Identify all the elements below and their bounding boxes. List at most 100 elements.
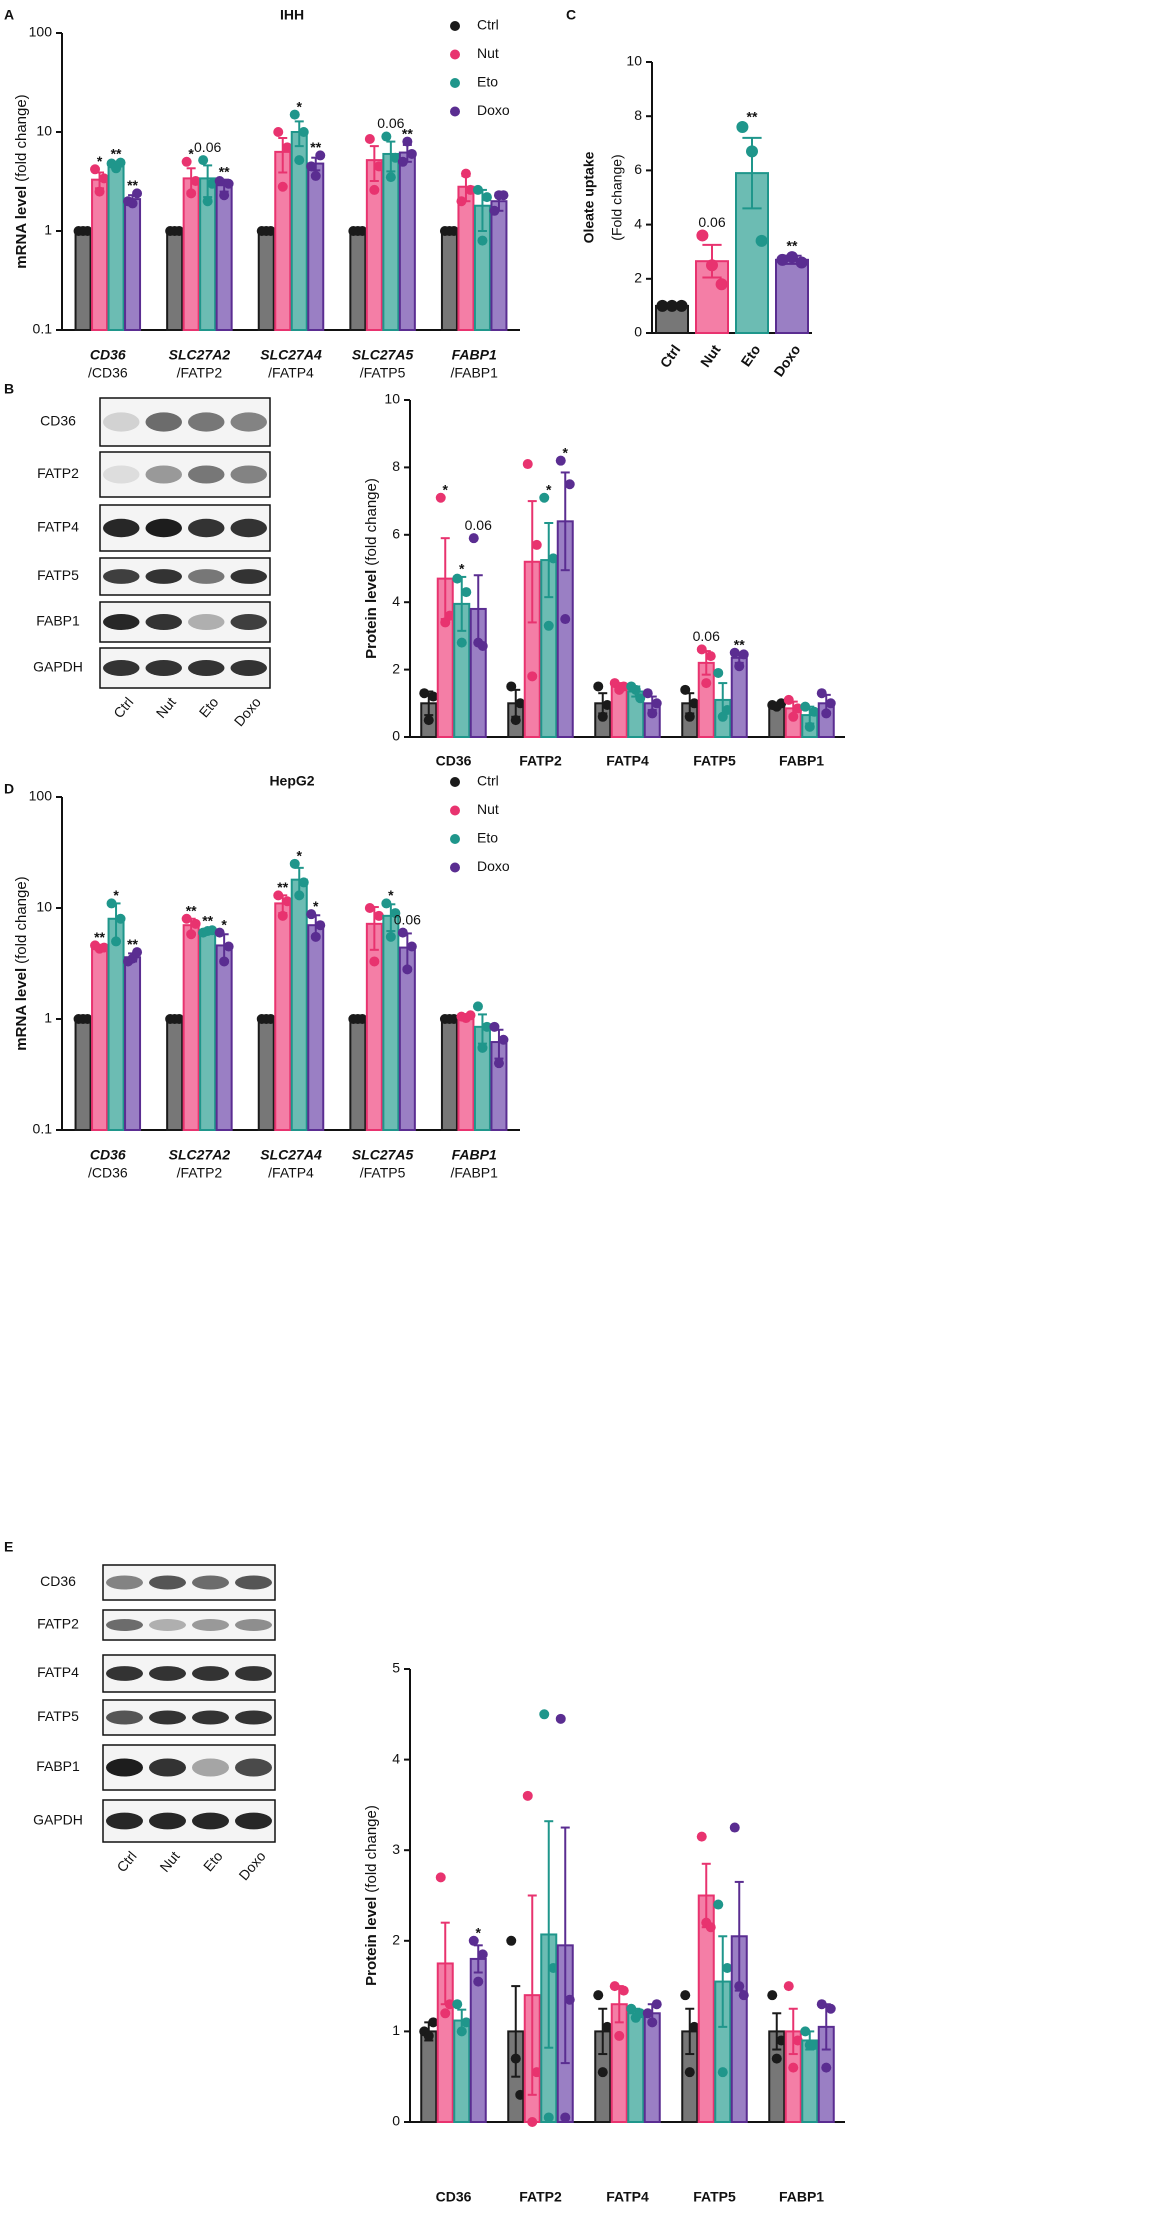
bar <box>257 1018 275 1131</box>
x-tick-label: FABP1 <box>452 347 497 363</box>
bar <box>215 944 233 1132</box>
data-point <box>402 964 413 975</box>
data-point <box>493 1058 504 1069</box>
blot-band <box>230 465 267 484</box>
data-point <box>816 688 827 699</box>
data-point <box>381 131 392 142</box>
data-point <box>680 684 691 695</box>
significance-label: ** <box>186 902 197 918</box>
error-bar <box>560 471 570 572</box>
data-point <box>315 920 326 931</box>
x-tick-label: SLC27A5 <box>352 347 414 363</box>
data-point <box>310 931 321 942</box>
error-bar <box>527 1894 537 2096</box>
x-tick-sublabel: /CD36 <box>88 365 128 381</box>
data-point <box>461 587 472 598</box>
y-tick-label: 0.1 <box>33 321 53 337</box>
significance-label: * <box>476 1925 482 1941</box>
y-axis-label-unit: (fold change) <box>13 876 30 964</box>
chart-title: IHH <box>280 7 304 23</box>
y-tick-label: 1 <box>392 2022 400 2038</box>
data-point <box>423 2030 434 2041</box>
data-point <box>435 1872 446 1883</box>
significance-label: 0.06 <box>698 214 725 230</box>
data-point <box>282 896 293 907</box>
data-point <box>444 610 455 621</box>
blot-band <box>106 1575 143 1590</box>
blot-row-label: FATP5 <box>37 1708 79 1724</box>
data-point <box>792 703 803 714</box>
significance-label: * <box>221 916 227 932</box>
data-point <box>306 909 317 920</box>
blot-row-label: CD36 <box>40 1573 76 1589</box>
data-point <box>99 942 110 953</box>
data-point <box>651 698 662 709</box>
blot-row-label: FABP1 <box>36 1758 80 1774</box>
bar <box>490 200 508 331</box>
bar <box>349 1018 367 1131</box>
blot-band <box>235 1619 272 1631</box>
bar <box>74 230 92 331</box>
data-point <box>783 694 794 705</box>
bar <box>365 922 383 1132</box>
data-point <box>294 155 305 166</box>
significance-label: * <box>113 887 119 903</box>
data-point <box>174 226 185 236</box>
legend-marker <box>450 805 460 816</box>
blot-band <box>230 660 267 676</box>
significance-label: * <box>459 561 465 577</box>
error-bar <box>718 1935 728 2028</box>
data-point <box>543 2112 554 2123</box>
data-point <box>273 890 284 901</box>
significance-label: ** <box>734 636 745 652</box>
data-point <box>515 698 526 709</box>
data-point <box>776 698 787 709</box>
data-point <box>809 706 820 717</box>
bar <box>107 164 125 331</box>
blot-band <box>188 569 225 584</box>
y-tick-label: 6 <box>392 526 400 542</box>
legend-label: Ctrl <box>477 17 499 33</box>
data-point <box>477 641 488 652</box>
data-point <box>440 2008 451 2019</box>
blot-lane-label: Doxo <box>235 1848 268 1883</box>
data-point <box>593 681 604 692</box>
y-tick-label: 0 <box>392 2113 400 2129</box>
data-point <box>776 253 789 266</box>
bar <box>440 1018 458 1131</box>
blot-band <box>145 614 182 630</box>
data-point <box>186 929 197 940</box>
data-point <box>635 2008 646 2019</box>
x-tick-sublabel: /FATP4 <box>268 365 314 381</box>
data-point <box>593 1990 604 2001</box>
data-point <box>705 1922 716 1933</box>
data-point <box>821 708 832 719</box>
blot-band <box>145 412 182 432</box>
data-point <box>738 1990 749 2001</box>
bar <box>274 902 292 1131</box>
data-point <box>456 196 467 207</box>
data-point <box>684 711 695 722</box>
blot-lane-label: Ctrl <box>110 694 136 721</box>
x-tick-label: Ctrl <box>657 342 684 371</box>
legend-label: Ctrl <box>477 773 499 789</box>
legend-marker <box>450 777 460 787</box>
data-point <box>701 678 712 689</box>
data-point <box>555 455 566 466</box>
data-point <box>767 1990 778 2001</box>
data-point <box>489 1021 500 1032</box>
data-point <box>265 1014 276 1024</box>
data-point <box>609 1981 620 1992</box>
data-point <box>190 175 201 186</box>
data-point <box>821 2062 832 2073</box>
significance-label: ** <box>127 936 138 952</box>
y-tick-label: 0 <box>392 728 400 744</box>
data-point <box>618 681 629 692</box>
data-point <box>795 256 808 269</box>
x-tick-sublabel: /FATP2 <box>177 365 223 381</box>
blot-band <box>149 1575 186 1590</box>
data-point <box>428 691 439 702</box>
data-point <box>452 1999 463 2010</box>
data-point <box>294 890 305 901</box>
